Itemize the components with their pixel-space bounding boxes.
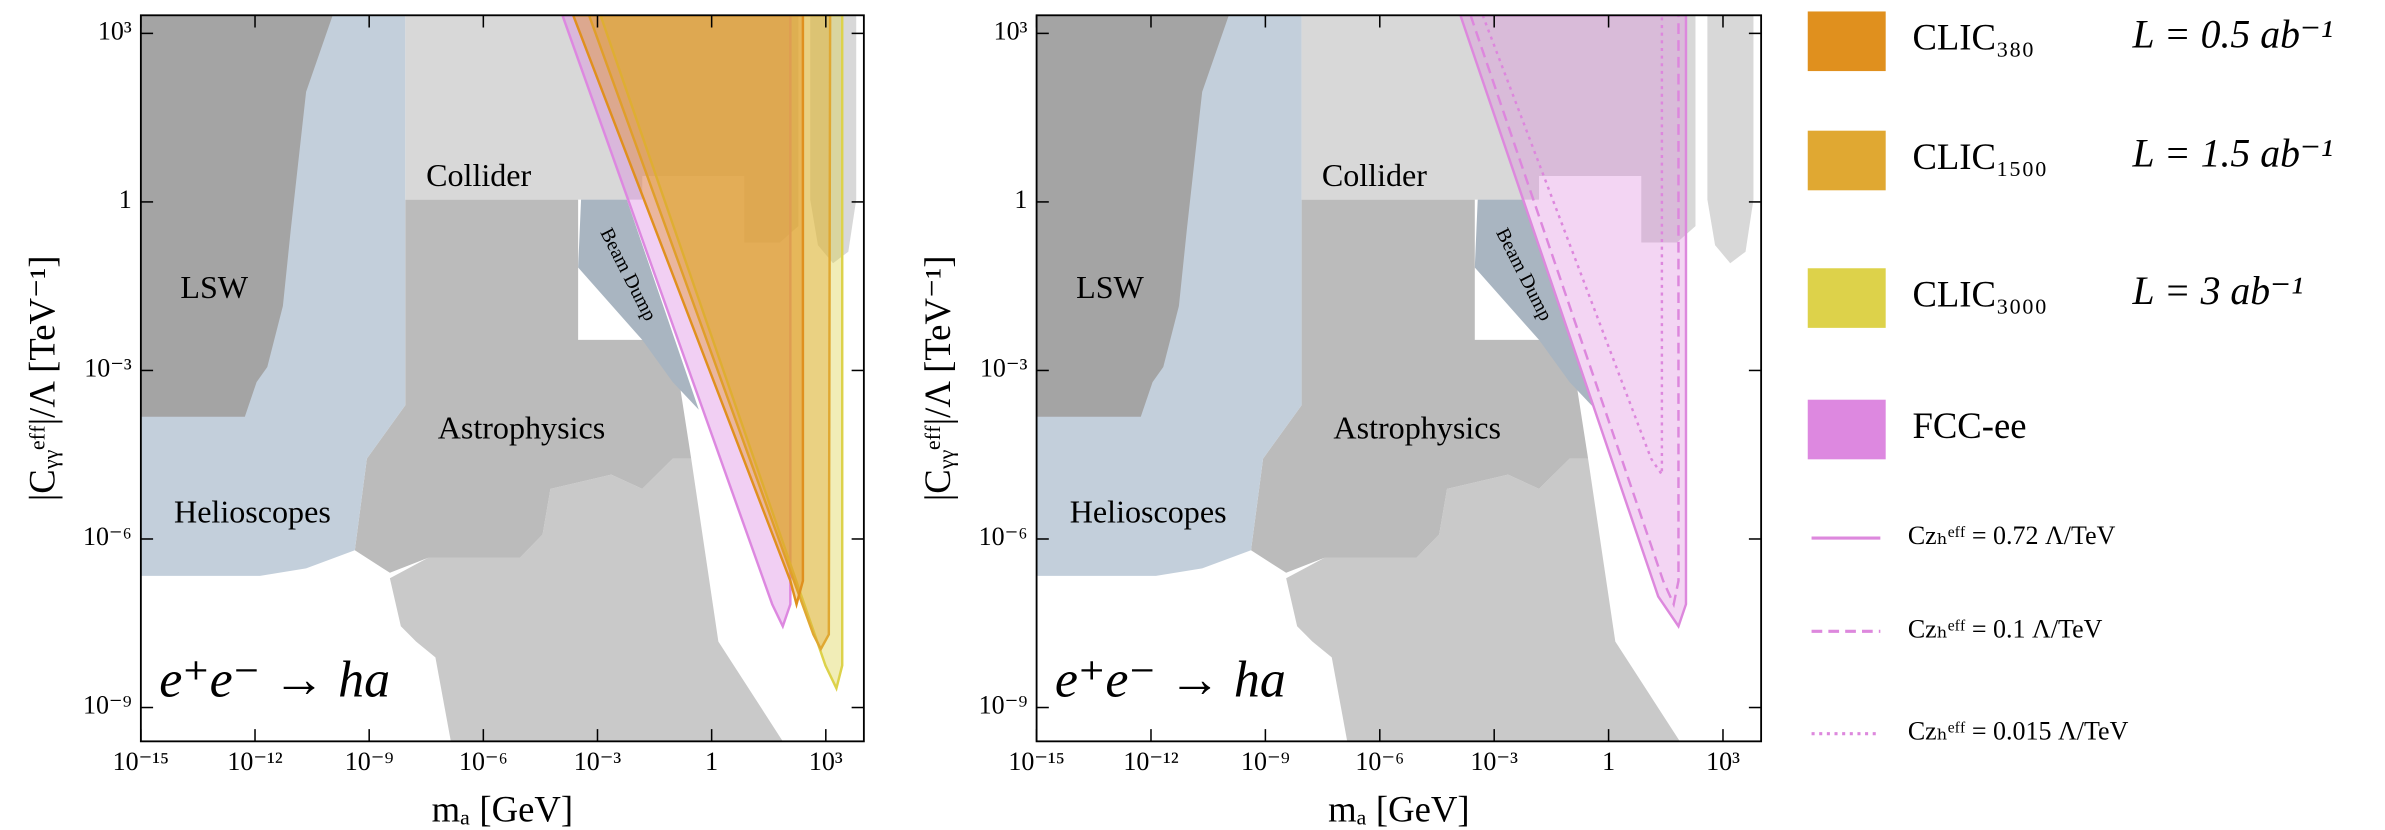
- y-tick-label: 10⁻⁹: [979, 690, 1028, 719]
- region-label: Astrophysics: [1333, 409, 1501, 445]
- legend-label: FCC-ee: [1912, 405, 2026, 446]
- region-label: LSW: [1076, 269, 1144, 305]
- plot-frame: [139, 14, 865, 743]
- exclusion-region: [389, 458, 783, 742]
- exclusion-region: [140, 15, 333, 417]
- legend-swatch: [1807, 11, 1886, 72]
- exclusion-region: [354, 199, 692, 573]
- x-tick-label: 1: [705, 747, 718, 776]
- legend-swatch: [1807, 268, 1886, 328]
- x-axis-label: mₐ [GeV]: [1328, 789, 1469, 830]
- plot-area: [1036, 15, 1754, 742]
- x-tick-label: 10⁻⁶: [1355, 747, 1404, 776]
- region-label: Helioscopes: [1070, 493, 1227, 529]
- x-tick-label: 10⁻³: [1470, 747, 1518, 776]
- region-label: Helioscopes: [174, 493, 331, 529]
- legend-label: Cᴢₕᵉᶠᶠ = 0.1 Λ/TeV: [1908, 614, 2103, 643]
- y-tick-label: 10³: [98, 16, 132, 45]
- y-tick-label: 10³: [994, 16, 1028, 45]
- x-tick-label: 10⁻³: [574, 747, 622, 776]
- legend-swatch: [1807, 130, 1886, 191]
- x-tick-label: 10⁻¹²: [227, 747, 282, 776]
- y-axis-label: |Cᵧᵧᵉᶠᶠ|/Λ [TeV⁻¹]: [22, 255, 63, 501]
- legend-swatch: [1807, 399, 1886, 460]
- luminosity-label: L = 1.5 ab⁻¹: [2132, 132, 2333, 176]
- x-tick-label: 10⁻¹⁵: [1008, 747, 1065, 776]
- y-tick-label: 10⁻⁶: [979, 522, 1028, 551]
- luminosity-label: L = 3 ab⁻¹: [2132, 269, 2303, 313]
- x-tick-label: 10⁻⁹: [1241, 747, 1290, 776]
- legend-label: CLIC₃₈₀: [1912, 17, 2034, 58]
- x-tick-label: 10⁻⁹: [345, 747, 394, 776]
- legend-label: Cᴢₕᵉᶠᶠ = 0.72 Λ/TeV: [1908, 521, 2116, 550]
- legend-label: Cᴢₕᵉᶠᶠ = 0.015 Λ/TeV: [1908, 717, 2129, 746]
- plot-frame: [1035, 14, 1763, 743]
- exclusion-region: [1474, 199, 1596, 410]
- y-tick-label: 10⁻³: [980, 353, 1028, 382]
- y-tick-label: 10⁻⁶: [83, 522, 132, 551]
- plot-area: [140, 15, 857, 742]
- process-label: e⁺e⁻ → ha: [159, 652, 390, 709]
- x-tick-label: 10⁻¹²: [1123, 747, 1178, 776]
- sensitivity-region: [1481, 15, 1664, 479]
- y-tick-label: 1: [119, 185, 132, 214]
- x-axis-label: mₐ [GeV]: [432, 789, 573, 830]
- process-label: e⁺e⁻ → ha: [1055, 652, 1286, 709]
- sensitivity-region: [587, 15, 832, 652]
- x-tick-label: 10³: [809, 747, 843, 776]
- region-label: LSW: [180, 269, 248, 305]
- exclusion-region: [810, 15, 857, 264]
- x-tick-label: 10⁻¹⁵: [113, 747, 170, 776]
- region-label: Collider: [426, 157, 531, 193]
- sensitivity-region: [1459, 15, 1688, 629]
- sensitivity-region: [1469, 15, 1680, 609]
- exclusion-region: [578, 199, 699, 410]
- y-tick-label: 10⁻⁹: [83, 690, 132, 719]
- sensitivity-region: [599, 15, 844, 692]
- region-label: Collider: [1322, 157, 1427, 193]
- y-axis-label: |Cᵧᵧᵉᶠᶠ|/Λ [TeV⁻¹]: [917, 255, 958, 501]
- x-tick-label: 1: [1602, 747, 1615, 776]
- legend-label: CLIC₁₅₀₀: [1912, 136, 2047, 177]
- region-label: Astrophysics: [438, 409, 606, 445]
- luminosity-label: L = 0.5 ab⁻¹: [2132, 12, 2333, 56]
- exclusion-region: [1286, 458, 1680, 742]
- exclusion-region: [1036, 15, 1229, 417]
- sensitivity-region: [571, 15, 805, 609]
- x-tick-label: 10⁻⁶: [459, 747, 508, 776]
- exclusion-region: [1707, 15, 1754, 264]
- sensitivity-region: [561, 15, 792, 630]
- legend-label: CLIC₃₀₀₀: [1912, 273, 2047, 314]
- y-tick-label: 1: [1014, 185, 1027, 214]
- exclusion-region: [1251, 199, 1589, 573]
- y-tick-label: 10⁻³: [84, 353, 132, 382]
- x-tick-label: 10³: [1706, 747, 1740, 776]
